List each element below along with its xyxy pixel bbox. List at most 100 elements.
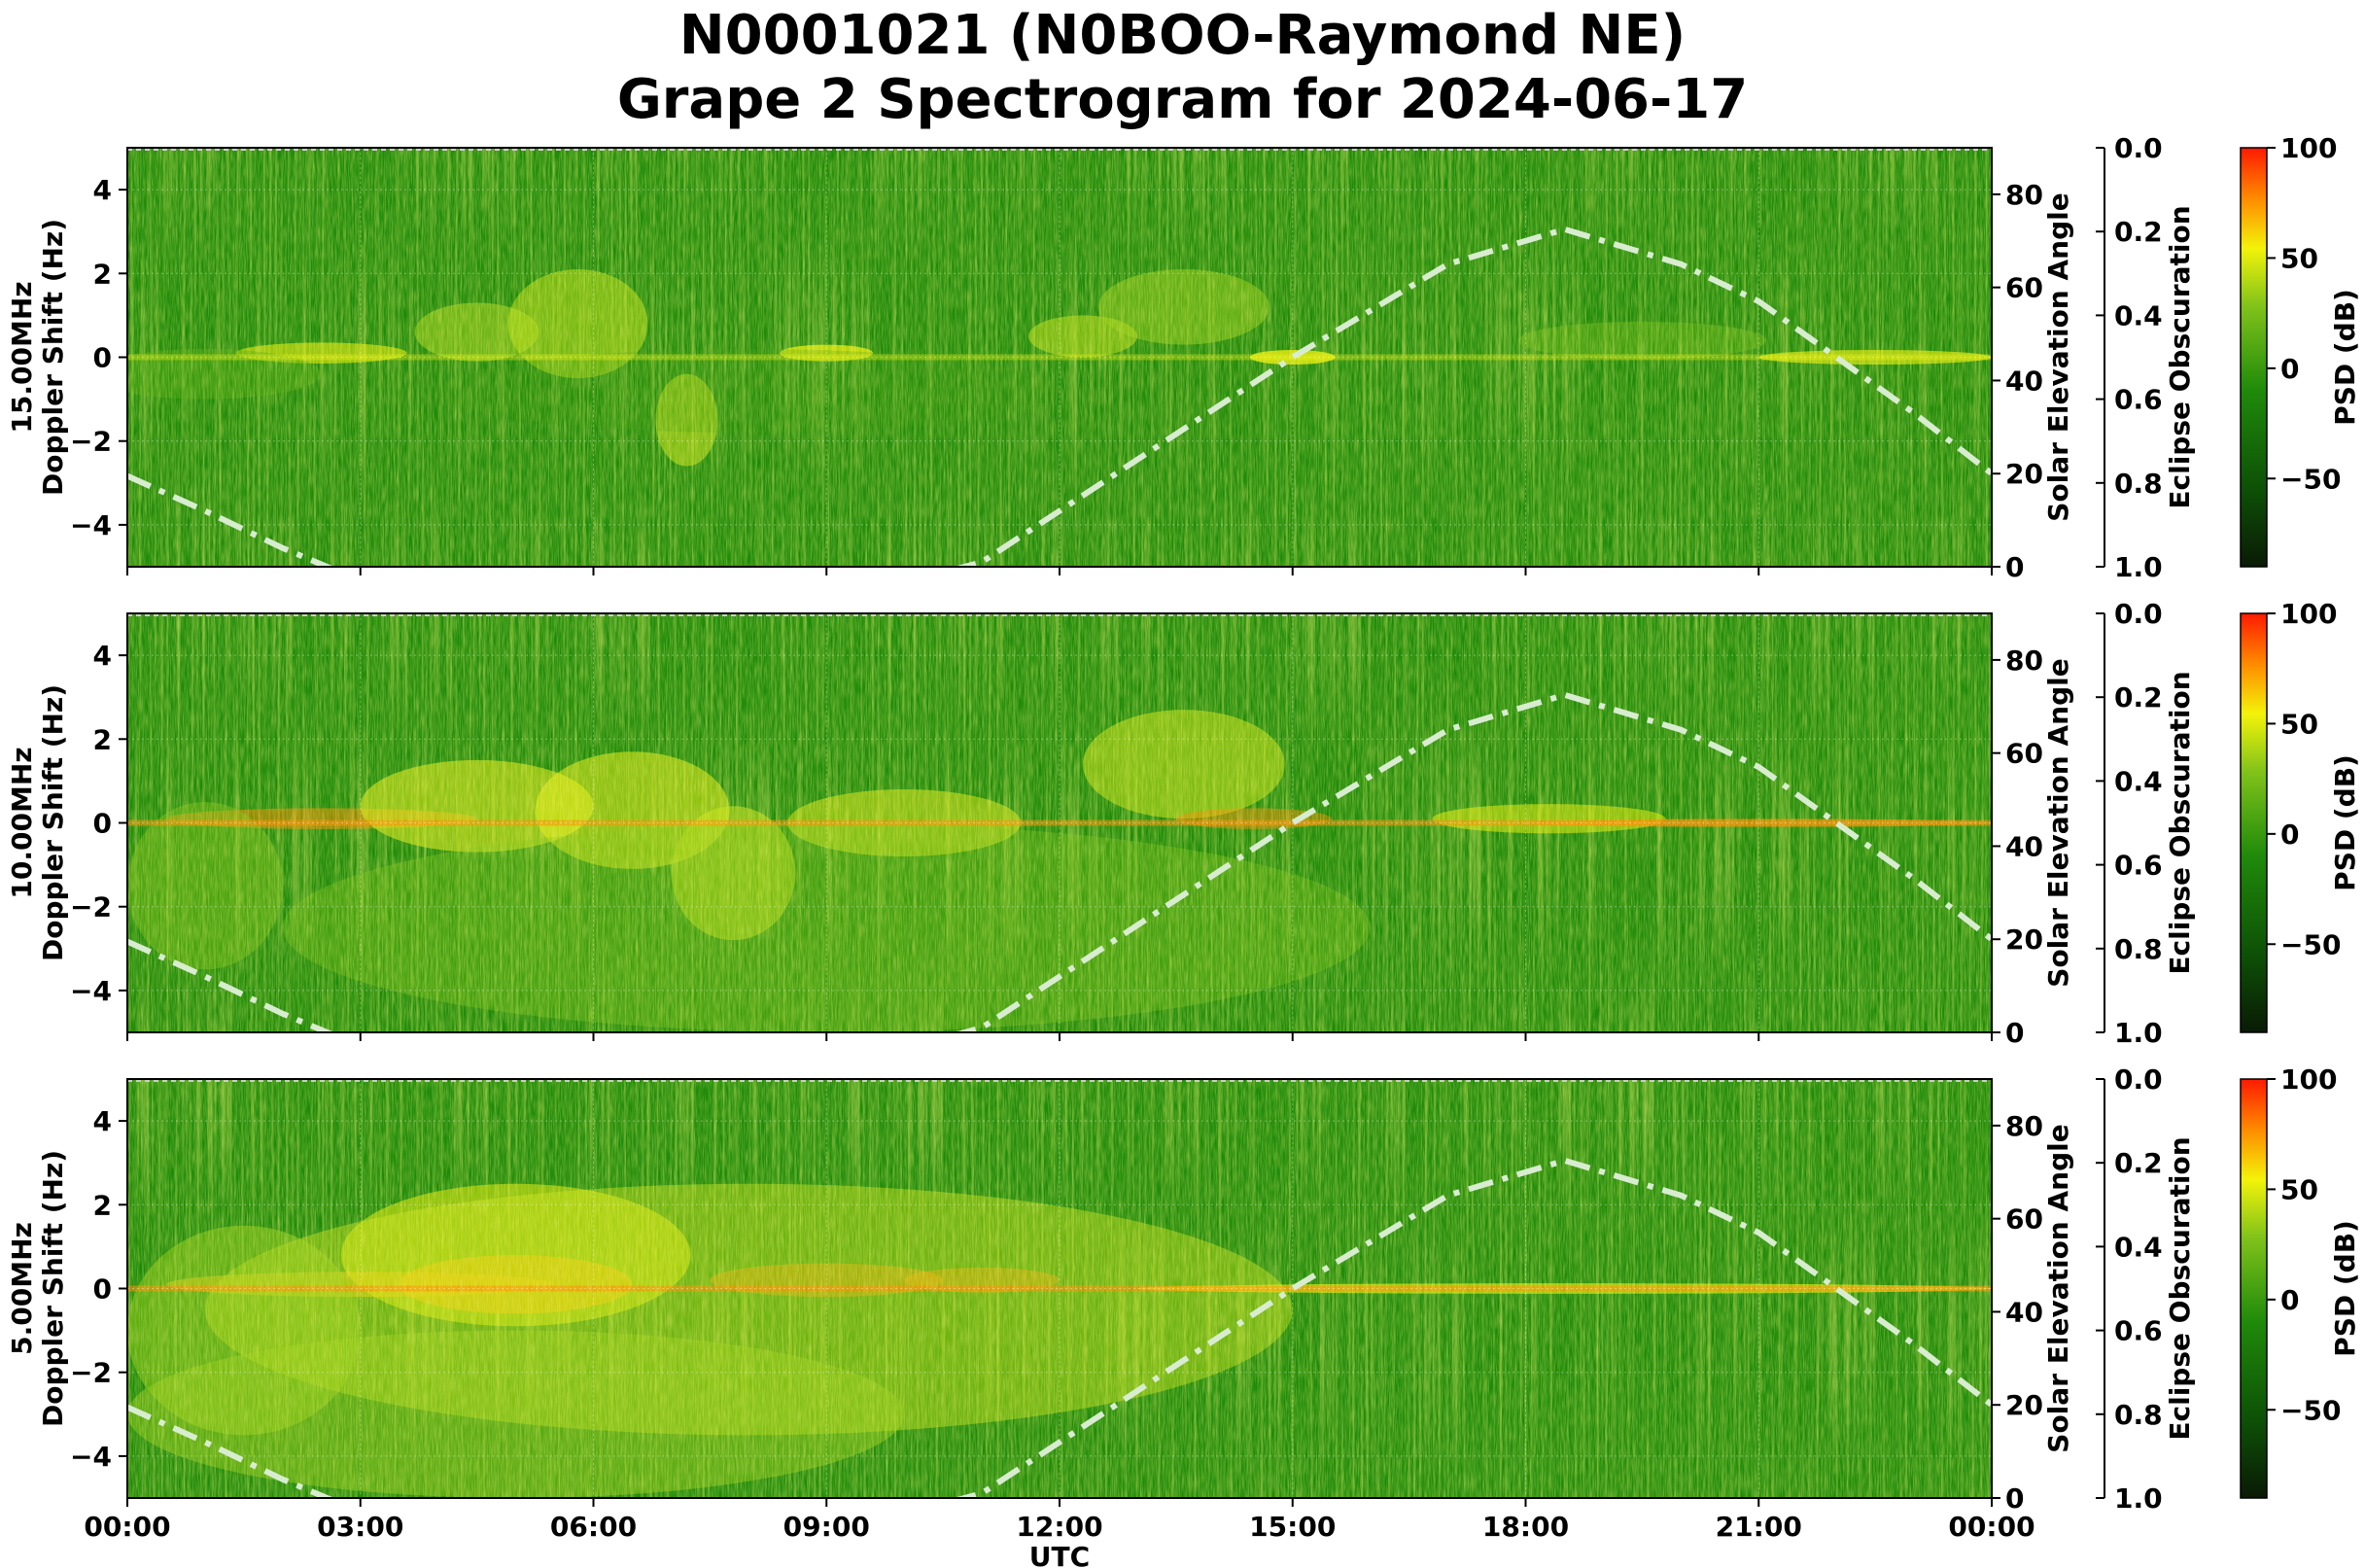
spectrogram-noise bbox=[127, 1079, 1992, 1498]
y-tick-label: 4 bbox=[93, 174, 112, 206]
solar-tick-label: 40 bbox=[2005, 1296, 2043, 1328]
y-tick-label: −4 bbox=[70, 1441, 112, 1473]
y-tick-label: −4 bbox=[70, 509, 112, 541]
colorbar-tick-label: −50 bbox=[2280, 463, 2341, 495]
x-axis-label: UTC bbox=[1029, 1541, 1090, 1568]
x-tick-label: 06:00 bbox=[550, 1511, 637, 1543]
y-tick-label: 2 bbox=[93, 723, 112, 755]
colorbar-tick-label: 100 bbox=[2280, 1063, 2337, 1096]
eclipse-tick-label: 0.6 bbox=[2114, 384, 2163, 416]
y-tick-label: −2 bbox=[70, 1357, 112, 1389]
spectrogram-noise bbox=[127, 148, 1992, 567]
x-tick-label: 09:00 bbox=[783, 1511, 870, 1543]
y-tick-label: −4 bbox=[70, 975, 112, 1007]
eclipse-tick-label: 0.4 bbox=[2114, 299, 2163, 331]
solar-tick-label: 60 bbox=[2005, 1203, 2043, 1236]
colorbar-tick-label: 100 bbox=[2280, 132, 2337, 164]
eclipse-axis-label: Eclipse Obscuration bbox=[2164, 1136, 2196, 1440]
spectrogram-noise bbox=[127, 613, 1992, 1032]
solar-axis-label: Solar Elevation Angle bbox=[2042, 192, 2074, 521]
eclipse-tick-label: 0.2 bbox=[2114, 681, 2163, 714]
y-tick-label: −2 bbox=[70, 426, 112, 458]
colorbar-label: PSD (dB) bbox=[2329, 289, 2361, 426]
title-line-station: N0001021 (N0BOO-Raymond NE) bbox=[678, 4, 1687, 67]
x-tick-label: 18:00 bbox=[1482, 1511, 1569, 1543]
eclipse-tick-label: 0.8 bbox=[2114, 1399, 2163, 1431]
colorbar bbox=[2240, 1078, 2268, 1499]
solar-tick-label: 40 bbox=[2005, 365, 2043, 397]
eclipse-tick-label: 1.0 bbox=[2114, 1017, 2163, 1049]
eclipse-tick-label: 1.0 bbox=[2114, 1482, 2163, 1515]
spectrogram-area bbox=[127, 1079, 1992, 1498]
solar-tick-label: 20 bbox=[2005, 458, 2043, 490]
y-tick-label: −2 bbox=[70, 891, 112, 923]
y-tick-label: 0 bbox=[93, 808, 112, 840]
x-tick-label: 15:00 bbox=[1249, 1511, 1336, 1543]
solar-axis-label: Solar Elevation Angle bbox=[2042, 658, 2074, 987]
x-tick-label: 12:00 bbox=[1016, 1511, 1102, 1543]
eclipse-tick-label: 0.6 bbox=[2114, 1315, 2163, 1347]
colorbar-tick-label: 0 bbox=[2280, 1284, 2299, 1316]
spectrogram-area bbox=[127, 148, 1992, 567]
colorbar bbox=[2240, 612, 2268, 1033]
x-tick-label: 00:00 bbox=[1948, 1511, 2035, 1543]
colorbar-label: PSD (dB) bbox=[2329, 1220, 2361, 1357]
y-tick-label: 2 bbox=[93, 1189, 112, 1221]
solar-tick-label: 0 bbox=[2005, 551, 2024, 583]
eclipse-tick-label: 0.0 bbox=[2114, 132, 2163, 164]
eclipse-tick-label: 0.0 bbox=[2114, 1063, 2163, 1096]
colorbar-tick-label: 50 bbox=[2280, 708, 2318, 740]
solar-tick-label: 80 bbox=[2005, 179, 2043, 211]
x-tick-label: 00:00 bbox=[84, 1511, 170, 1543]
colorbar-tick-label: 100 bbox=[2280, 598, 2337, 630]
eclipse-tick-label: 0.0 bbox=[2114, 598, 2163, 630]
y-tick-label: 0 bbox=[93, 342, 112, 374]
y-axis-label: Doppler Shift (Hz) bbox=[37, 219, 69, 496]
eclipse-tick-label: 0.4 bbox=[2114, 1231, 2163, 1263]
colorbar-tick-label: −50 bbox=[2280, 928, 2341, 960]
solar-tick-label: 60 bbox=[2005, 272, 2043, 304]
solar-elevation-curve bbox=[127, 226, 1992, 567]
solar-elevation-curve bbox=[127, 691, 1992, 1032]
band-label: 15.00MHz bbox=[6, 281, 38, 433]
colorbar-tick-label: 0 bbox=[2280, 819, 2299, 851]
y-axis-label: Doppler Shift (Hz) bbox=[37, 1150, 69, 1427]
eclipse-tick-label: 0.6 bbox=[2114, 850, 2163, 882]
panel-15.00MHz: 420−2−415.00MHz Doppler Shift (Hz)8060402… bbox=[6, 132, 2361, 583]
colorbar-tick-label: 50 bbox=[2280, 1173, 2318, 1205]
eclipse-axis-label: Eclipse Obscuration bbox=[2164, 671, 2196, 974]
y-tick-label: 4 bbox=[93, 1105, 112, 1137]
title-line-date: Grape 2 Spectrogram for 2024-06-17 bbox=[616, 68, 1749, 131]
solar-tick-label: 20 bbox=[2005, 1389, 2043, 1421]
eclipse-axis-label: Eclipse Obscuration bbox=[2164, 205, 2196, 508]
panel-10.00MHz: 420−2−410.00MHz Doppler Shift (Hz)8060402… bbox=[6, 598, 2361, 1049]
eclipse-tick-label: 0.8 bbox=[2114, 468, 2163, 500]
solar-tick-label: 60 bbox=[2005, 738, 2043, 770]
solar-axis-label: Solar Elevation Angle bbox=[2042, 1124, 2074, 1452]
eclipse-tick-label: 0.8 bbox=[2114, 933, 2163, 965]
y-tick-label: 4 bbox=[93, 640, 112, 672]
solar-tick-label: 20 bbox=[2005, 923, 2043, 956]
solar-elevation-curve bbox=[127, 1157, 1992, 1498]
eclipse-tick-label: 1.0 bbox=[2114, 551, 2163, 583]
colorbar-tick-label: −50 bbox=[2280, 1394, 2341, 1426]
panel-5.00MHz: 420−2−45.00MHz Doppler Shift (Hz)80604020… bbox=[6, 1063, 2361, 1568]
y-axis-label: Doppler Shift (Hz) bbox=[37, 684, 69, 961]
solar-tick-label: 80 bbox=[2005, 1110, 2043, 1142]
eclipse-tick-label: 0.2 bbox=[2114, 216, 2163, 248]
x-tick-label: 03:00 bbox=[317, 1511, 403, 1543]
solar-tick-label: 40 bbox=[2005, 830, 2043, 862]
eclipse-tick-label: 0.4 bbox=[2114, 765, 2163, 797]
x-tick-label: 21:00 bbox=[1716, 1511, 1802, 1543]
solar-tick-label: 0 bbox=[2005, 1017, 2024, 1049]
colorbar-tick-label: 0 bbox=[2280, 353, 2299, 385]
solar-tick-label: 0 bbox=[2005, 1482, 2024, 1515]
eclipse-tick-label: 0.2 bbox=[2114, 1147, 2163, 1179]
colorbar-tick-label: 50 bbox=[2280, 242, 2318, 274]
colorbar bbox=[2240, 147, 2268, 568]
band-label: 5.00MHz bbox=[6, 1222, 38, 1355]
spectrogram-area bbox=[127, 613, 1992, 1032]
solar-tick-label: 80 bbox=[2005, 645, 2043, 677]
y-tick-label: 2 bbox=[93, 258, 112, 290]
